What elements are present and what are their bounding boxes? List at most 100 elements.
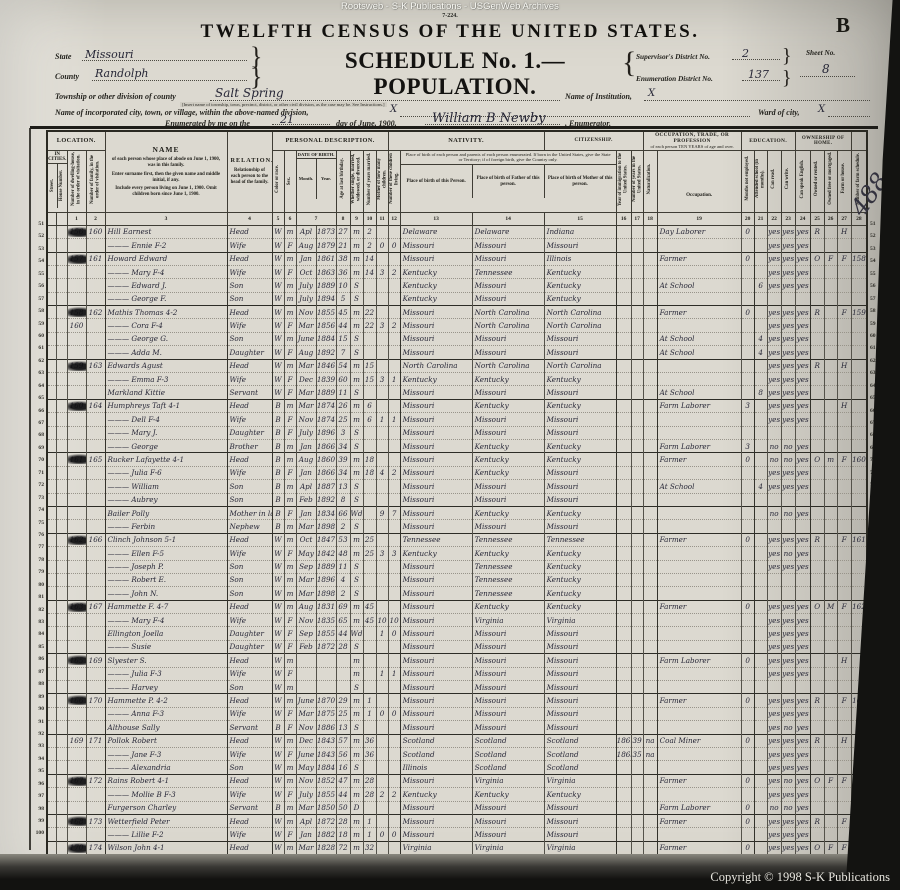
cell-nm: Mathis Thomas 4-2 (104, 305, 227, 319)
cell-fh: F (836, 305, 852, 319)
cell-pf: Missouri (471, 412, 545, 427)
cell-wr: no (780, 452, 796, 467)
cell-sx: m (283, 291, 296, 306)
cell-iy (615, 452, 632, 467)
cell-en: yes (794, 720, 811, 735)
cell-mn (740, 613, 755, 627)
cell-cl: 0 (387, 626, 401, 641)
cell-iu (630, 278, 644, 293)
cell-iy (615, 760, 632, 775)
cell-rd: yes (766, 358, 782, 373)
cell-cl (387, 331, 401, 346)
cell-na: na (642, 746, 658, 761)
cell-pf: Missouri (471, 653, 545, 668)
cell-rd: yes (766, 331, 782, 346)
cell-yr: 1828 (315, 840, 336, 855)
cell-co: W (271, 773, 284, 788)
cell-na (642, 653, 658, 668)
cell-fh (836, 318, 852, 333)
cell-iu (630, 479, 644, 494)
column-number: 7 (295, 211, 337, 226)
cell-na (642, 639, 658, 654)
cell-co: W (271, 318, 284, 333)
cell-fa (85, 666, 105, 681)
cell-sx: F (283, 425, 296, 440)
cell-hn (55, 572, 67, 587)
cell-fa (85, 438, 105, 453)
cell-ag: 47 (335, 773, 350, 788)
cell-mc: 0 (375, 238, 389, 253)
cell-wr: yes (780, 331, 796, 346)
cell-yr (315, 680, 336, 694)
cell-nm: ——— Mary F-4 (104, 264, 227, 279)
cell-ag: 29 (335, 693, 350, 708)
cell-ma: Wd (349, 505, 363, 520)
cell-co: W (271, 532, 284, 547)
cell-na (642, 291, 658, 306)
cell-en: yes (794, 559, 811, 574)
header-dob: DATE OF BIRTH. Month. Year. (295, 149, 337, 213)
cell-fs (850, 224, 868, 239)
line-number: 81 (38, 594, 44, 601)
cell-en: yes (794, 358, 811, 373)
cell-rd (766, 680, 782, 694)
cell-pb: Missouri (399, 238, 473, 253)
cell-oc (656, 412, 742, 427)
cell-co: W (271, 559, 284, 574)
cell-st (46, 372, 56, 386)
line-number: 67 (38, 420, 44, 426)
line-number: 72 (38, 482, 44, 489)
ward-label: Ward of city, (758, 108, 800, 117)
cell-pb: Missouri (399, 519, 473, 534)
cell-mn (740, 706, 755, 721)
line-number: 51 (38, 221, 44, 227)
cell-nm: ——— Lillie F-2 (104, 827, 227, 842)
cell-pf: Missouri (471, 800, 545, 815)
cell-wr: yes (780, 693, 796, 708)
cell-cl (387, 251, 401, 266)
cell-co: B (271, 800, 284, 815)
cell-ag: 25 (335, 412, 350, 427)
cell-ag: 54 (335, 358, 350, 373)
cell-st (46, 840, 56, 855)
cell-yr: 1866 (315, 438, 336, 453)
cell-en: yes (794, 385, 811, 400)
cell-re: Wife (226, 666, 272, 681)
township-value: Salt Spring (215, 86, 284, 100)
cell-st (46, 586, 56, 601)
cell-fs (850, 586, 868, 601)
cell-as (753, 586, 768, 601)
cell-ym (362, 345, 376, 360)
cell-dw: 161 (66, 452, 86, 467)
cell-nm: Bailer Polly (104, 505, 227, 520)
cell-dw (66, 425, 86, 440)
line-number: 82 (38, 606, 44, 613)
page-title: TWELFTH CENSUS OF THE UNITED STATES. (200, 21, 700, 42)
institution-underline (644, 100, 870, 101)
enumerated-post: , Enumerator. (565, 119, 612, 128)
cell-wr: yes (780, 318, 796, 333)
cell-iu (630, 773, 644, 788)
cell-ma: S (349, 559, 363, 574)
cell-en (794, 680, 811, 694)
cell-cl (387, 291, 401, 306)
cell-sx: m (283, 760, 296, 775)
cell-sx: m (283, 653, 296, 668)
cell-mc (375, 800, 389, 815)
cell-na (642, 224, 658, 239)
cell-st (46, 465, 56, 480)
cell-pm: Missouri (543, 385, 617, 400)
cell-oo (809, 746, 825, 761)
cell-ma: m (349, 251, 363, 266)
cell-mc (375, 586, 389, 601)
cell-pb: Missouri (399, 452, 473, 467)
cell-wr: yes (780, 706, 796, 721)
cell-om (823, 425, 838, 440)
line-number: 63 (38, 370, 44, 377)
name-title: NAME (152, 145, 180, 155)
line-number: 64 (870, 382, 876, 389)
cell-mc (375, 278, 389, 293)
census-row-62: ——— Emma F-3 Wife W F Dec 1839 60 m 15 3 1 Kentucky… (46, 372, 868, 386)
marital-label: Whether single, married, widowed, or div… (351, 153, 362, 204)
cell-mn (740, 639, 755, 654)
